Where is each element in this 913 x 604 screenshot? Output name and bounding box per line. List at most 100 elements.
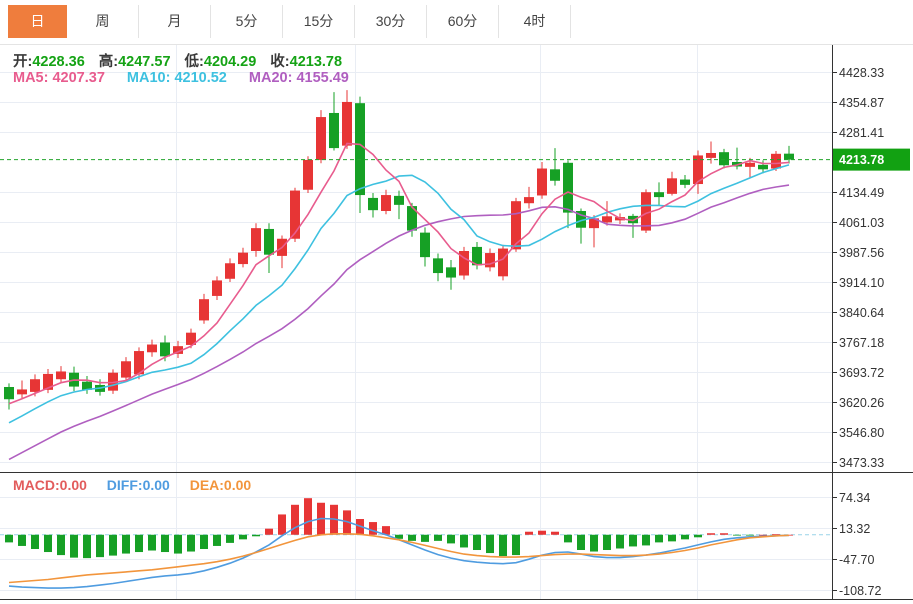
macd-bar — [733, 534, 741, 536]
candle-up — [30, 379, 40, 392]
period-tabs: 日周月 5分 15分 30分 60分 4时 — [8, 5, 571, 38]
tab-5分[interactable]: 5分 — [211, 5, 283, 38]
candle-down — [329, 112, 339, 149]
macd-bar — [551, 531, 559, 535]
macd-bar — [31, 534, 39, 549]
ma20-line — [8, 184, 790, 461]
price-axis-label: 3914.10 — [839, 276, 884, 290]
macd-bar — [213, 534, 221, 546]
current-price-badge — [833, 148, 910, 171]
macd-axis-label: -47.70 — [839, 553, 874, 567]
candle-down — [550, 169, 560, 181]
dea-line — [8, 533, 790, 584]
macd-bar — [785, 534, 793, 536]
candle-up — [212, 280, 222, 296]
ma20-legend: MA20: 4155.49 — [248, 70, 349, 86]
tab-15分[interactable]: 15分 — [283, 5, 355, 38]
price-axis-label: 3987.56 — [839, 246, 884, 260]
macd-bar — [200, 534, 208, 549]
candle-up — [225, 263, 235, 279]
macd-bar — [499, 534, 507, 557]
tab-4时[interactable]: 4时 — [499, 5, 571, 38]
tab-周[interactable]: 周 — [67, 5, 139, 38]
tab-30分[interactable]: 30分 — [355, 5, 427, 38]
candle-up — [602, 216, 612, 223]
macd-bar — [161, 534, 169, 553]
high-value: 4247.57 — [118, 54, 171, 70]
macd-bar — [174, 534, 182, 554]
macd-bar — [590, 534, 598, 552]
ma10-line — [8, 164, 790, 424]
macd-bar — [772, 534, 780, 536]
macd-bar — [18, 534, 26, 546]
low-value: 4204.29 — [203, 54, 257, 70]
candle-down — [576, 210, 586, 228]
dea-value-legend: DEA:0.00 — [189, 477, 252, 493]
candle-up — [147, 344, 157, 353]
macd-bar — [720, 533, 728, 535]
candle-down — [784, 153, 794, 160]
macd-bar — [83, 534, 91, 559]
macd-bar — [408, 534, 416, 541]
candle-down — [82, 381, 92, 390]
candle-up — [108, 372, 118, 391]
candle-up — [342, 101, 352, 146]
candle-up — [199, 299, 209, 321]
candle-up — [485, 253, 495, 268]
macd-bar — [226, 534, 234, 543]
price-axis-label: 4061.03 — [839, 216, 884, 230]
candle-down — [472, 246, 482, 266]
candle-up — [667, 178, 677, 194]
macd-bar — [707, 533, 715, 535]
macd-axis-label: 13.32 — [839, 522, 870, 536]
macd-bar — [525, 531, 533, 535]
candle-down — [355, 103, 365, 196]
candle-up — [303, 159, 313, 190]
macd-bar — [109, 534, 117, 556]
candle-up — [17, 389, 27, 395]
macd-bar — [187, 534, 195, 552]
macd-bar — [616, 534, 624, 549]
tab-日[interactable]: 日 — [8, 5, 67, 38]
diff-value-legend: DIFF:0.00 — [106, 477, 170, 493]
price-axis-label: 4428.33 — [839, 66, 884, 80]
macd-bar — [135, 534, 143, 553]
candle-up — [316, 117, 326, 160]
candle-down — [563, 162, 573, 213]
open-value: 4228.36 — [32, 54, 85, 70]
candle-up — [290, 190, 300, 239]
candle-down — [160, 342, 170, 357]
macd-bar — [70, 534, 78, 558]
macd-bar — [44, 534, 52, 553]
macd-bar — [434, 534, 442, 541]
candle-down — [264, 228, 274, 255]
candle-down — [394, 195, 404, 205]
macd-bar — [473, 534, 481, 551]
ma5-legend: MA5: 4207.37 — [13, 70, 105, 86]
candle-down — [628, 215, 638, 224]
candle-down — [433, 258, 443, 274]
high-label: 高: — [98, 54, 119, 70]
macd-bar — [655, 534, 663, 543]
macd-bar — [486, 534, 494, 554]
tab-60分[interactable]: 60分 — [427, 5, 499, 38]
period-toolbar: 日周月 5分 15分 30分 60分 4时 — [0, 0, 913, 45]
macd-bar — [668, 534, 676, 542]
candle-up — [745, 162, 755, 167]
macd-bar — [421, 534, 429, 542]
ma10-legend: MA10: 4210.52 — [126, 70, 227, 86]
macd-bar — [252, 534, 260, 537]
candle-down — [680, 179, 690, 185]
tab-月[interactable]: 月 — [139, 5, 211, 38]
low-label: 低: — [184, 54, 204, 70]
macd-value-legend: MACD:0.00 — [13, 477, 87, 493]
macd-bar — [5, 534, 13, 543]
candle-down — [719, 152, 729, 166]
open-label: 开: — [13, 54, 33, 70]
ma5-line — [8, 142, 790, 405]
macd-bar — [304, 498, 312, 535]
macd-bar — [265, 528, 273, 535]
macd-bar — [291, 504, 299, 535]
